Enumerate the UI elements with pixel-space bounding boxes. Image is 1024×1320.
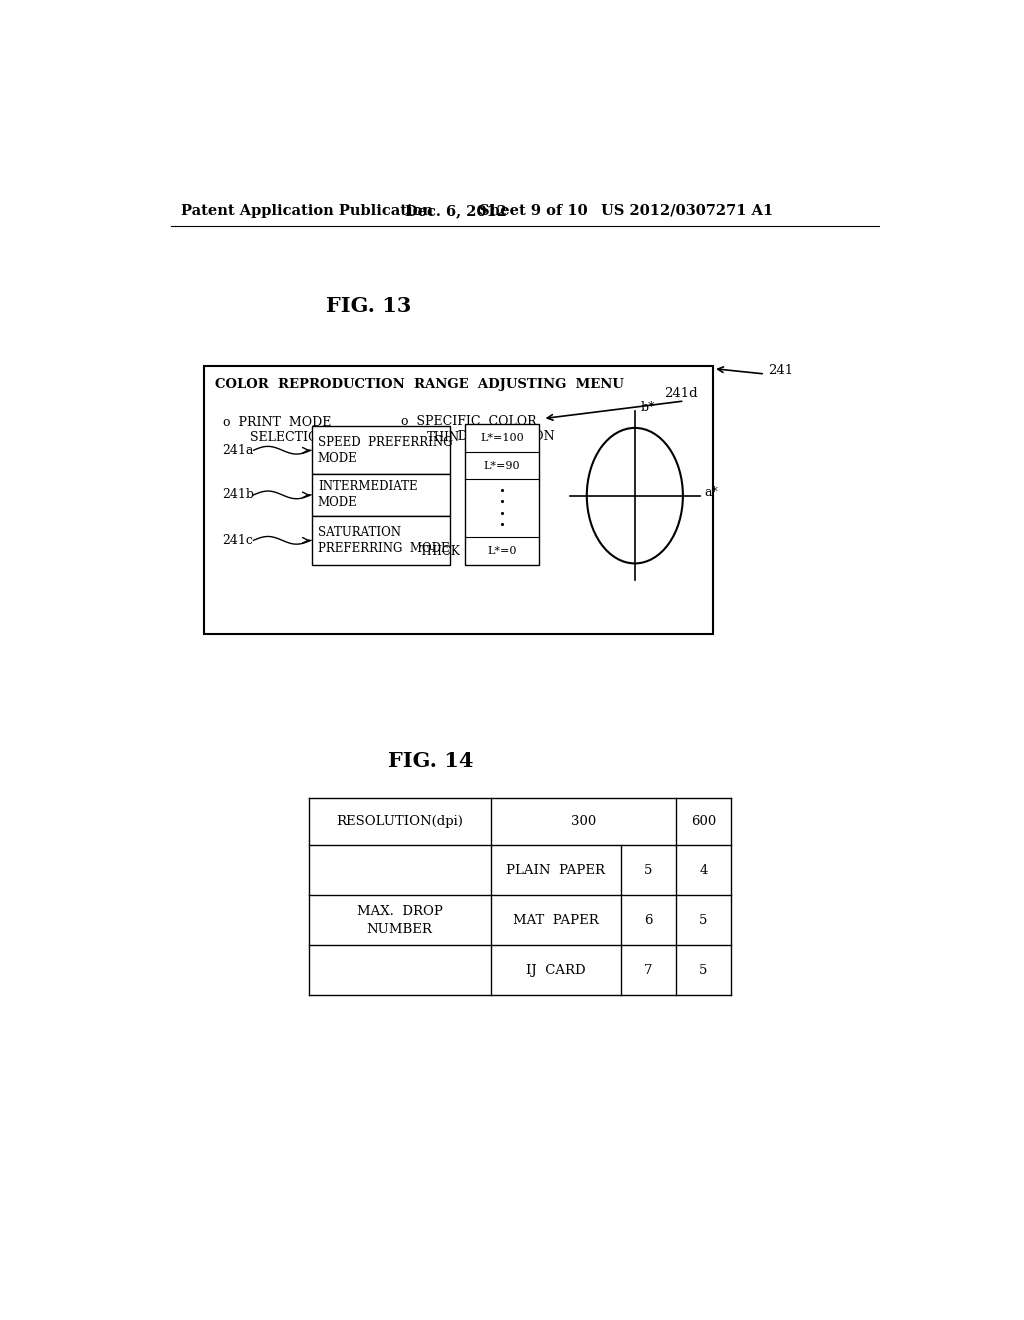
Text: SPEED  PREFERRING
MODE: SPEED PREFERRING MODE [317, 436, 453, 465]
Text: MAT  PAPER: MAT PAPER [513, 913, 599, 927]
Text: 241a: 241a [222, 444, 254, 457]
Text: 241b: 241b [222, 488, 255, 502]
Text: Sheet 9 of 10: Sheet 9 of 10 [479, 203, 588, 218]
Text: o  PRINT  MODE
      SELECTION: o PRINT MODE SELECTION [223, 416, 332, 445]
Text: THICK: THICK [420, 545, 461, 557]
Text: 241: 241 [768, 363, 794, 376]
Text: MAX.  DROP
NUMBER: MAX. DROP NUMBER [356, 904, 442, 936]
Text: 600: 600 [691, 814, 716, 828]
Text: 6: 6 [644, 913, 652, 927]
Text: PLAIN  PAPER: PLAIN PAPER [506, 863, 605, 876]
Text: FIG. 14: FIG. 14 [387, 751, 473, 771]
Ellipse shape [587, 428, 683, 564]
Text: Patent Application Publication: Patent Application Publication [180, 203, 433, 218]
Bar [312, 516, 450, 565]
Text: 5: 5 [644, 863, 652, 876]
Text: 4: 4 [699, 863, 708, 876]
Text: THIN: THIN [427, 432, 461, 445]
Bar [204, 366, 713, 635]
Text: L*=90: L*=90 [483, 461, 520, 471]
Text: FIG. 13: FIG. 13 [326, 296, 411, 317]
Text: 241c: 241c [222, 533, 253, 546]
Text: 5: 5 [699, 964, 708, 977]
Text: 5: 5 [699, 913, 708, 927]
Bar [312, 426, 450, 474]
Text: RESOLUTION(dpi): RESOLUTION(dpi) [336, 814, 463, 828]
Text: US 2012/0307271 A1: US 2012/0307271 A1 [601, 203, 773, 218]
Text: b*: b* [641, 400, 655, 413]
Text: Dec. 6, 2012: Dec. 6, 2012 [406, 203, 508, 218]
Text: 241d: 241d [665, 387, 698, 400]
Text: COLOR  REPRODUCTION  RANGE  ADJUSTING  MENU: COLOR REPRODUCTION RANGE ADJUSTING MENU [215, 379, 624, 391]
Bar [465, 424, 539, 565]
Text: INTERMEDIATE
MODE: INTERMEDIATE MODE [317, 480, 418, 510]
Text: L*=100: L*=100 [480, 433, 524, 444]
Text: L*=0: L*=0 [487, 546, 517, 556]
Text: 7: 7 [644, 964, 652, 977]
Bar [312, 474, 450, 516]
Text: o  SPECIFIC  COLOR
    GAMUT  DESIGNATION: o SPECIFIC COLOR GAMUT DESIGNATION [383, 414, 555, 442]
Text: IJ  CARD: IJ CARD [526, 964, 586, 977]
Text: a*: a* [705, 486, 719, 499]
Text: 300: 300 [570, 814, 596, 828]
Text: SATURATION
PREFERRING  MODE: SATURATION PREFERRING MODE [317, 525, 450, 554]
